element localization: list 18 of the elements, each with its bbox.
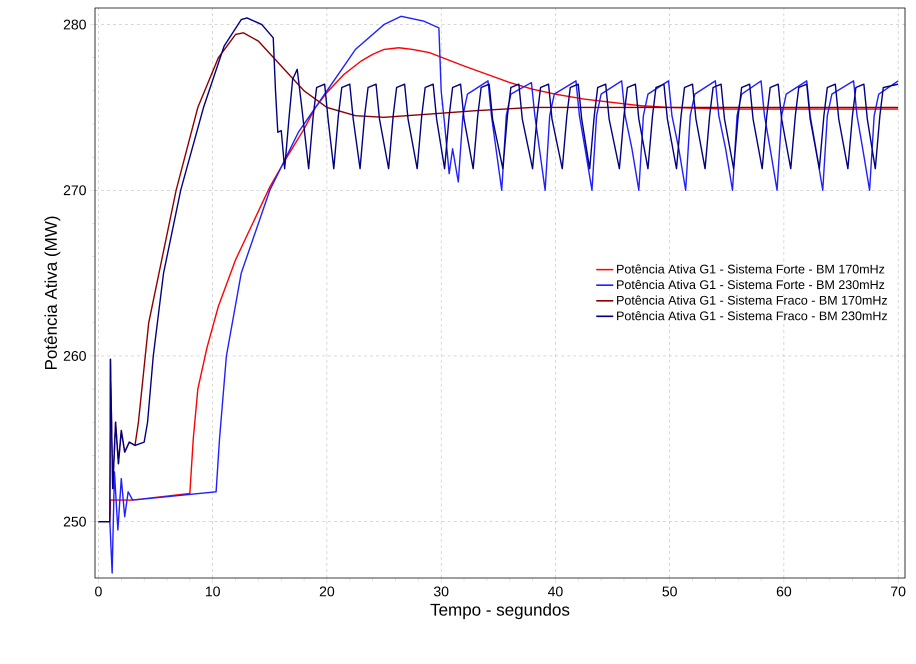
y-tick-label: 270 (64, 185, 86, 196)
y-tick-label: 280 (64, 20, 86, 30)
legend-label: Potência Ativa G1 - Sistema Forte - BM 230mHz (617, 280, 884, 290)
x-tick-label: 60 (776, 586, 792, 596)
x-tick-label: 0 (95, 586, 102, 596)
x-tick-label: 10 (206, 586, 220, 596)
x-tick-label: 70 (891, 586, 906, 596)
x-tick-label: 20 (320, 586, 334, 596)
y-axis-title: Potência Ativa (MW) (44, 216, 60, 370)
x-axis-title: Tempo - segundos (430, 603, 570, 620)
legend-label: Potência Ativa G1 - Sistema Fraco - BM 230mHz (617, 311, 888, 320)
legend-label: Potência Ativa G1 - Sistema Forte - BM 170mHz (617, 264, 884, 274)
x-tick-label: 30 (434, 586, 448, 596)
y-tick-label: 250 (64, 516, 86, 527)
y-tick-label: 260 (64, 350, 86, 361)
legend-label: Potência Ativa G1 - Sistema Fraco - BM 170mHz (617, 295, 888, 305)
x-tick-label: 50 (662, 586, 677, 596)
x-tick-label: 40 (548, 586, 563, 596)
